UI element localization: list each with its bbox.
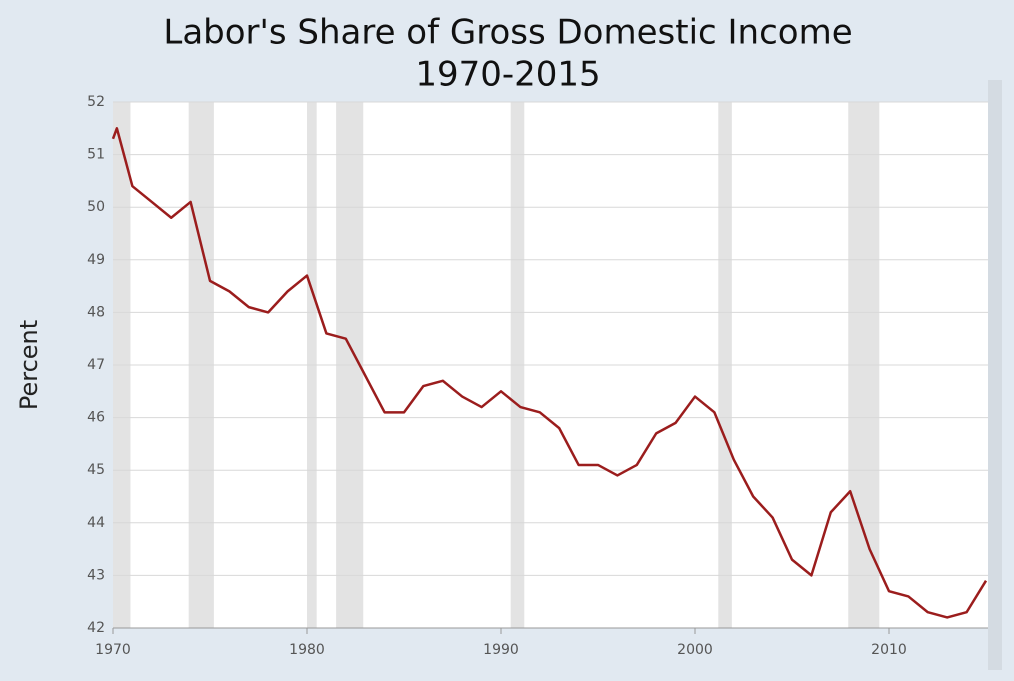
x-tick-label: 2000: [677, 642, 713, 658]
x-tick-label: 1990: [483, 642, 519, 658]
scroll-strip: [988, 80, 1002, 670]
y-axis-title: Percent: [15, 320, 43, 410]
x-tick-label: 1970: [95, 642, 131, 658]
y-tick-label: 47: [87, 357, 105, 373]
y-tick-label: 44: [87, 515, 105, 531]
y-tick-label: 48: [87, 304, 105, 320]
y-tick-label: 45: [87, 462, 105, 478]
y-tick-label: 51: [87, 147, 105, 163]
y-tick-label: 50: [87, 199, 105, 215]
data-line: [111, 127, 988, 619]
x-tick-label: 1980: [289, 642, 325, 658]
x-tick-label: 2010: [871, 642, 907, 658]
y-tick-label: 52: [87, 94, 105, 110]
y-tick-label: 42: [87, 620, 105, 636]
chart-subtitle: 1970-2015: [415, 55, 600, 95]
y-tick-label: 49: [87, 252, 105, 268]
chart-title: Labor's Share of Gross Domestic Income: [163, 13, 852, 53]
y-tick-label: 46: [87, 410, 105, 426]
y-tick-label: 43: [87, 567, 105, 583]
